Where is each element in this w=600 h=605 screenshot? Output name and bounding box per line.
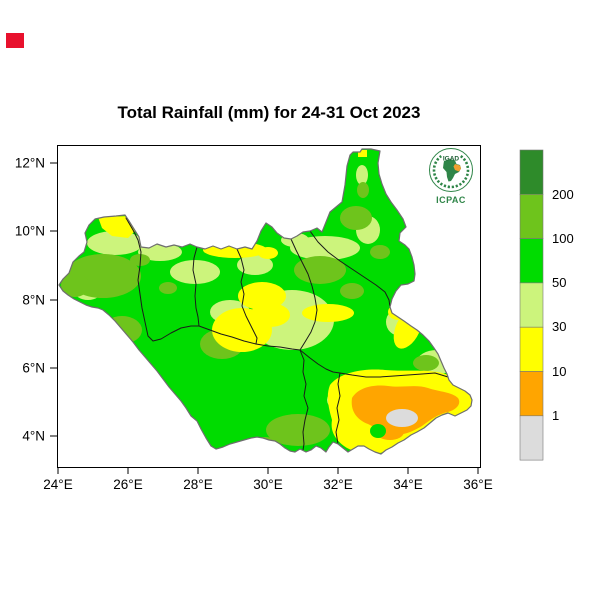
logo-igad-text: IGAD [443, 156, 460, 163]
pale-patch [237, 255, 273, 275]
colorbar-label-200: 200 [552, 187, 574, 202]
logo-icpac-text: ICPAC [436, 195, 466, 205]
y-tick-label: 4°N [22, 429, 45, 444]
x-tick-label: 34°E [393, 477, 422, 492]
state-boundary [335, 372, 341, 451]
colorbar-segment-100-200 [519, 194, 544, 239]
colorbar-label-10: 10 [552, 364, 566, 379]
med-green-patch [370, 245, 390, 259]
state-boundary [299, 349, 449, 378]
colorbar-segment-50-100 [519, 238, 544, 284]
igad-icpac-logo: IGAD ICPAC [429, 148, 473, 205]
med-green-patch [266, 414, 330, 446]
red-highlight-marker [6, 33, 24, 48]
y-tick-label: 6°N [22, 361, 45, 376]
pale-patch [356, 165, 368, 185]
colorbar-label-50: 50 [552, 275, 566, 290]
state-boundaries [125, 217, 449, 451]
med-green-patch [159, 282, 177, 294]
colorbar-label-1: 1 [552, 408, 559, 423]
x-tick-label: 26°E [113, 477, 142, 492]
state-boundary [299, 349, 309, 451]
yellow-patch [258, 247, 278, 259]
map-plot [59, 149, 472, 454]
x-tick-label: 30°E [253, 477, 282, 492]
state-boundary [309, 230, 391, 308]
colorbar-segment-1-10 [519, 371, 544, 417]
state-boundary [198, 325, 301, 351]
x-tick-label: 36°E [463, 477, 492, 492]
colorbar: 200 100 50 30 10 1 [519, 149, 574, 461]
yellow-patch [250, 303, 290, 327]
logo-laurel-wreath [432, 155, 470, 189]
gray-patch-dry-core [386, 409, 418, 427]
pale-patch [170, 260, 220, 284]
state-boundary [236, 248, 258, 345]
yellow-patch [302, 304, 354, 322]
med-green-patch [413, 355, 439, 371]
pale-patch [281, 233, 309, 247]
colorbar-segment-lt1 [519, 415, 544, 461]
med-green-patch [251, 437, 279, 453]
plot-frame [57, 145, 481, 468]
med-green-patch [61, 273, 89, 297]
x-tick-label: 32°E [323, 477, 352, 492]
colorbar-segment-30-50 [519, 282, 544, 328]
state-boundary [192, 246, 200, 327]
colorbar-segment-10-30 [519, 326, 544, 372]
chart-title: Total Rainfall (mm) for 24-31 Oct 2023 [118, 103, 421, 122]
colorbar-label-100: 100 [552, 231, 574, 246]
y-tick-label: 10°N [15, 224, 45, 239]
colorbar-segment-gt200 [519, 149, 544, 195]
med-green-patch [357, 182, 369, 198]
y-tick-label: 8°N [22, 293, 45, 308]
x-tick-label: 28°E [183, 477, 212, 492]
state-boundary [290, 238, 318, 351]
med-green-patch [340, 206, 372, 230]
colorbar-label-30: 30 [552, 319, 566, 334]
state-boundary [125, 217, 200, 342]
med-green-patch [294, 256, 346, 284]
logo-africa-horn-orange [453, 164, 461, 172]
y-axis: 12°N 10°N 8°N 6°N 4°N [15, 156, 58, 444]
x-tick-label: 24°E [43, 477, 72, 492]
yellow-patch [203, 242, 267, 258]
yellow-patch [358, 150, 367, 157]
y-tick-label: 12°N [15, 156, 45, 171]
country-outline-south-sudan [58, 148, 473, 455]
med-green-patch [340, 283, 364, 299]
green-island-patch [370, 424, 386, 438]
x-axis: 24°E 26°E 28°E 30°E 32°E 34°E 36°E [43, 467, 493, 492]
yellow-patch [238, 282, 286, 310]
